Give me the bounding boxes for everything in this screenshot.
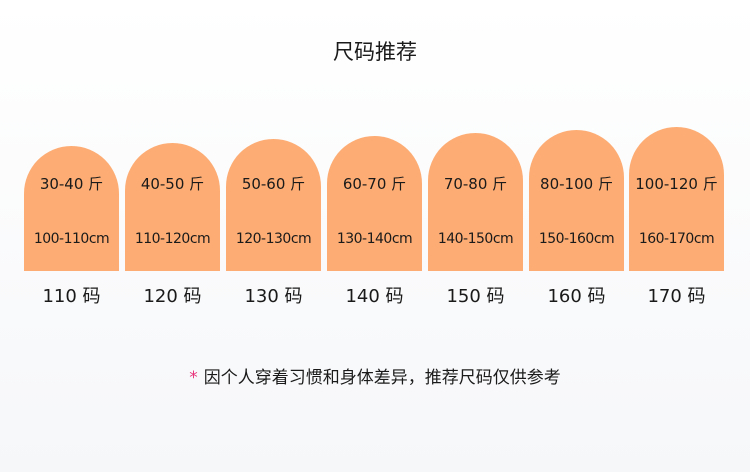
- size-label: 160 码: [547, 286, 606, 307]
- size-card: 40-50 斤 110-120cm: [125, 143, 220, 271]
- size-label: 170 码: [647, 286, 706, 307]
- size-card: 80-100 斤 150-160cm: [529, 130, 624, 271]
- size-card: 30-40 斤 100-110cm: [24, 146, 119, 271]
- disclaimer-note: * 因个人穿着习惯和身体差异，推荐尺码仅供参考: [0, 363, 750, 388]
- page-title: 尺码推荐: [333, 40, 417, 64]
- size-label: 150 码: [446, 286, 505, 307]
- size-card: 70-80 斤 140-150cm: [428, 133, 523, 271]
- size-label: 140 码: [345, 286, 404, 307]
- size-label: 120 码: [143, 286, 202, 307]
- height-range: 110-120cm: [134, 231, 211, 247]
- size-label: 130 码: [244, 286, 303, 307]
- weight-range: 80-100 斤: [540, 175, 613, 193]
- weight-range: 40-50 斤: [140, 175, 205, 193]
- weight-range: 100-120 斤: [635, 175, 718, 193]
- weight-range: 50-60 斤: [241, 175, 306, 193]
- size-label: 110 码: [42, 286, 101, 307]
- size-card: 60-70 斤 130-140cm: [327, 136, 422, 271]
- height-range: 120-130cm: [235, 231, 312, 247]
- asterisk: *: [189, 368, 198, 388]
- height-range: 140-150cm: [437, 231, 514, 247]
- height-range: 130-140cm: [336, 231, 413, 247]
- size-card: 50-60 斤 120-130cm: [226, 139, 321, 271]
- weight-range: 60-70 斤: [342, 175, 407, 193]
- height-range: 100-110cm: [33, 231, 110, 247]
- weight-range: 70-80 斤: [443, 175, 508, 193]
- height-range: 160-170cm: [638, 231, 715, 247]
- weight-range: 30-40 斤: [39, 175, 104, 193]
- height-range: 150-160cm: [538, 231, 615, 247]
- note-text: 因个人穿着习惯和身体差异，推荐尺码仅供参考: [203, 368, 561, 388]
- size-card: 100-120 斤 160-170cm: [629, 127, 724, 271]
